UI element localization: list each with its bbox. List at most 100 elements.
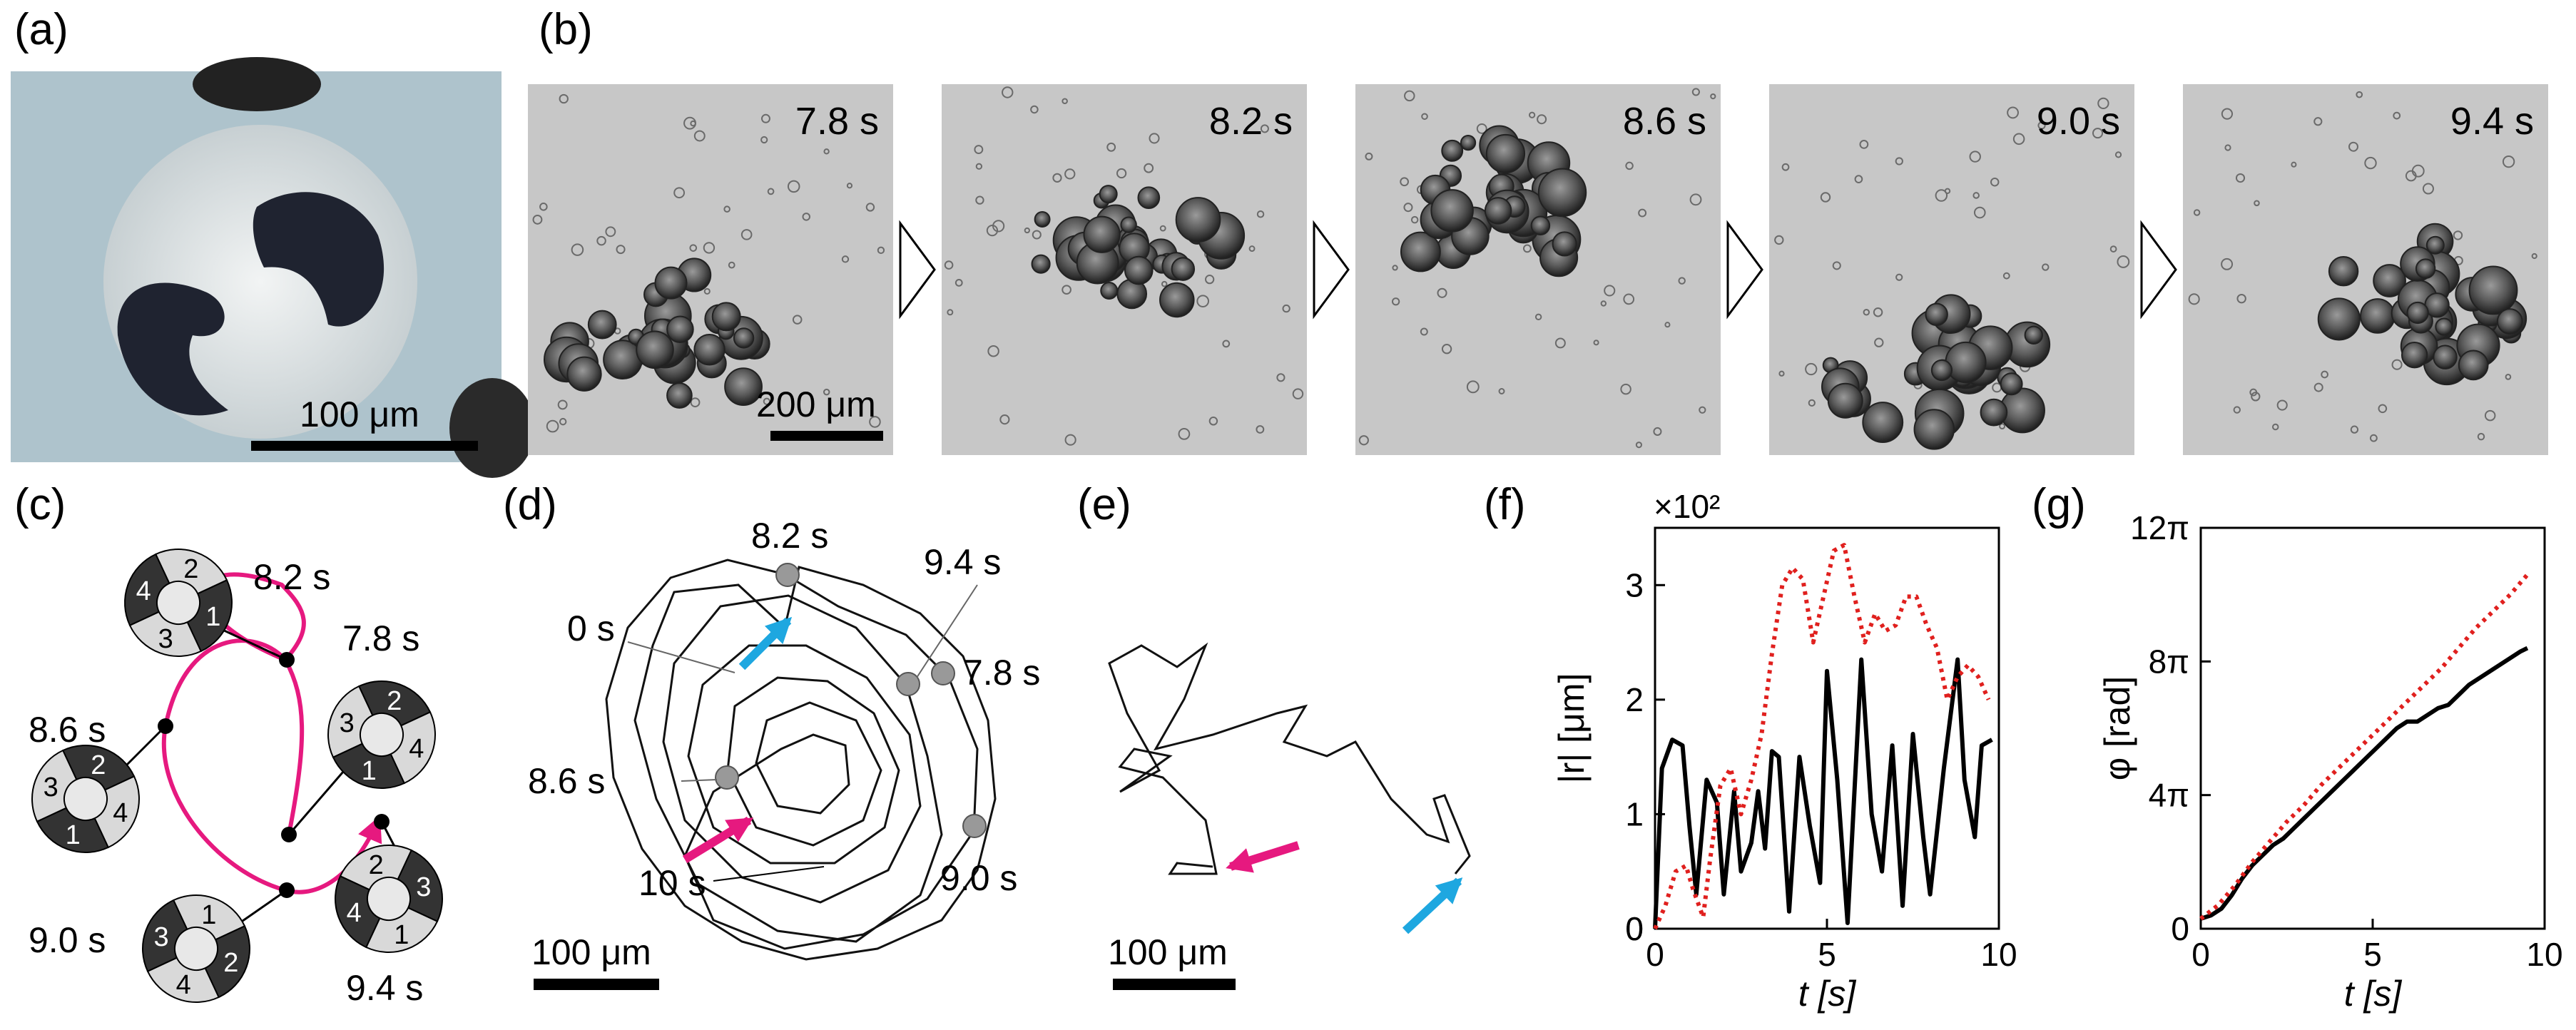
panel-b-speck — [869, 416, 881, 428]
panel-c-quadrant-number: 4 — [409, 734, 424, 764]
panel-b-speck — [787, 180, 800, 193]
panel-b-speck — [2313, 382, 2323, 392]
panel-b-speck — [2235, 173, 2246, 183]
panel-c-particle-8-6: 4 13 2 — [31, 745, 140, 853]
panel-b-speck — [605, 226, 616, 238]
panel-b-speck — [1969, 151, 1981, 163]
panel-b-time-4: 9.0 s — [2037, 100, 2120, 143]
panel-b-label: (b) — [539, 5, 593, 54]
chartF-series-2 — [1653, 543, 1991, 930]
panel-b-speck — [2313, 117, 2323, 126]
panel-b-speck — [1528, 111, 1536, 118]
panel-b-speck — [693, 130, 706, 142]
panel-b-frames: 7.8 s 8.2 s 8.6 s 9.0 s 9.4 s — [528, 84, 2548, 455]
panel-d-scalebar — [534, 979, 659, 990]
panel-b-speck — [792, 315, 803, 325]
panel-b-speck — [2422, 183, 2434, 195]
panel-b-speck — [1282, 304, 1290, 313]
panel-b-speck — [683, 116, 696, 130]
panel-b-bubble — [1484, 197, 1512, 225]
panel-b-bubble — [2433, 345, 2458, 369]
panel-b-bubble — [724, 367, 763, 407]
panel-b-speck — [2531, 253, 2537, 260]
panel-b-speck — [947, 309, 954, 316]
chartF-xlabel: t [s] — [1798, 974, 1857, 1014]
panel-c-quadrant-number: 1 — [201, 900, 216, 930]
chartG-xtick-label: 0 — [2191, 936, 2210, 973]
panel-d-markers — [715, 563, 987, 838]
panel-c-particle-7-8: 3 24 1 — [327, 680, 436, 789]
panel-b-speck — [1944, 188, 1951, 195]
panel-b-speck — [546, 419, 559, 433]
panel-b-speck — [689, 244, 698, 252]
panel-b-speck — [571, 243, 584, 256]
panel-b-speck — [2221, 108, 2234, 120]
panel-b-bubble — [2415, 258, 2436, 279]
panel-b-speck — [2484, 409, 2496, 422]
panel-b-speck — [2502, 155, 2515, 168]
panel-c-quadrant-number: 3 — [154, 922, 169, 952]
panel-b-speck — [2037, 121, 2046, 130]
panel-b-bubble — [1930, 359, 1953, 382]
panel-b-speck — [1859, 140, 1869, 149]
panel-b-speck — [944, 260, 954, 270]
panel-b-speck — [1064, 434, 1076, 446]
panel-b-speck — [616, 245, 626, 255]
panel-b-speck — [1999, 423, 2006, 430]
panel-b-speck — [690, 397, 701, 408]
panel-b-speck — [1593, 340, 1599, 346]
panel-b-speck — [986, 224, 999, 237]
panel-b-speck — [2453, 230, 2463, 240]
panel-c-quadrant-number: 1 — [66, 820, 81, 850]
panel-c-time-8-2: 8.2 s — [253, 557, 330, 597]
chartF-xtick-label: 10 — [1980, 936, 2017, 973]
panel-f-label: (f) — [1484, 480, 1526, 529]
panel-b-speck — [1260, 124, 1269, 133]
panel-b-speck — [1781, 163, 1790, 171]
panel-b-speck — [1208, 417, 1218, 426]
panel-b-speck — [1196, 295, 1210, 307]
panel-c-quadrant-number: 1 — [362, 756, 377, 786]
panel-b-scalebar — [770, 431, 883, 441]
panel-b-speck — [1973, 206, 1986, 219]
panel-b-speck — [2291, 161, 2297, 168]
panel-b-bubble — [2328, 256, 2359, 287]
panel-a-micrograph — [11, 57, 535, 478]
panel-b-speck — [2350, 425, 2359, 434]
panel-d-time-10: 10 s — [638, 863, 706, 903]
panel-b-speck — [1441, 344, 1452, 355]
panel-b-speck — [877, 246, 885, 254]
panel-b-bubble — [2468, 265, 2518, 315]
panel-b-speck — [2393, 111, 2401, 120]
panel-b-bubble — [1827, 382, 1863, 419]
panel-d-end-arrow — [738, 616, 793, 670]
panel-b-speck — [740, 229, 753, 240]
panel-b-speck — [1874, 337, 1884, 347]
panel-c-quadrant-number: 4 — [347, 898, 362, 928]
panel-b-speck — [760, 113, 770, 123]
chartG-xtick-label: 10 — [2526, 936, 2562, 973]
panel-c-particle-core — [156, 581, 200, 625]
panel-b-speck — [1256, 210, 1265, 218]
panel-b-speck — [559, 93, 569, 104]
panel-b-speck — [2012, 133, 2025, 146]
panel-b-speck — [2002, 272, 2010, 280]
panel-c-quadrant-number: 2 — [369, 850, 384, 880]
panel-e-label: (e) — [1077, 480, 1131, 529]
panel-b-speck — [1689, 193, 1702, 206]
panel-b-speck — [763, 397, 771, 405]
panel-b-bubble — [587, 310, 617, 340]
panel-b-speck — [1437, 287, 1447, 298]
panel-b-speck — [1358, 435, 1369, 446]
panel-b-speck — [2236, 293, 2246, 304]
panel-b-bubble — [1099, 185, 1118, 204]
panel-b-speck — [1537, 114, 1547, 125]
panel-b-speck — [802, 213, 810, 221]
panel-c-quadrant-number: 4 — [136, 576, 151, 606]
panel-b-speck — [1653, 427, 1662, 436]
panel-b-bubble — [666, 315, 694, 344]
panel-d-marker-9-0 — [962, 814, 987, 838]
panel-b-speck — [1365, 152, 1373, 160]
chartF-series-1 — [1653, 657, 1993, 929]
